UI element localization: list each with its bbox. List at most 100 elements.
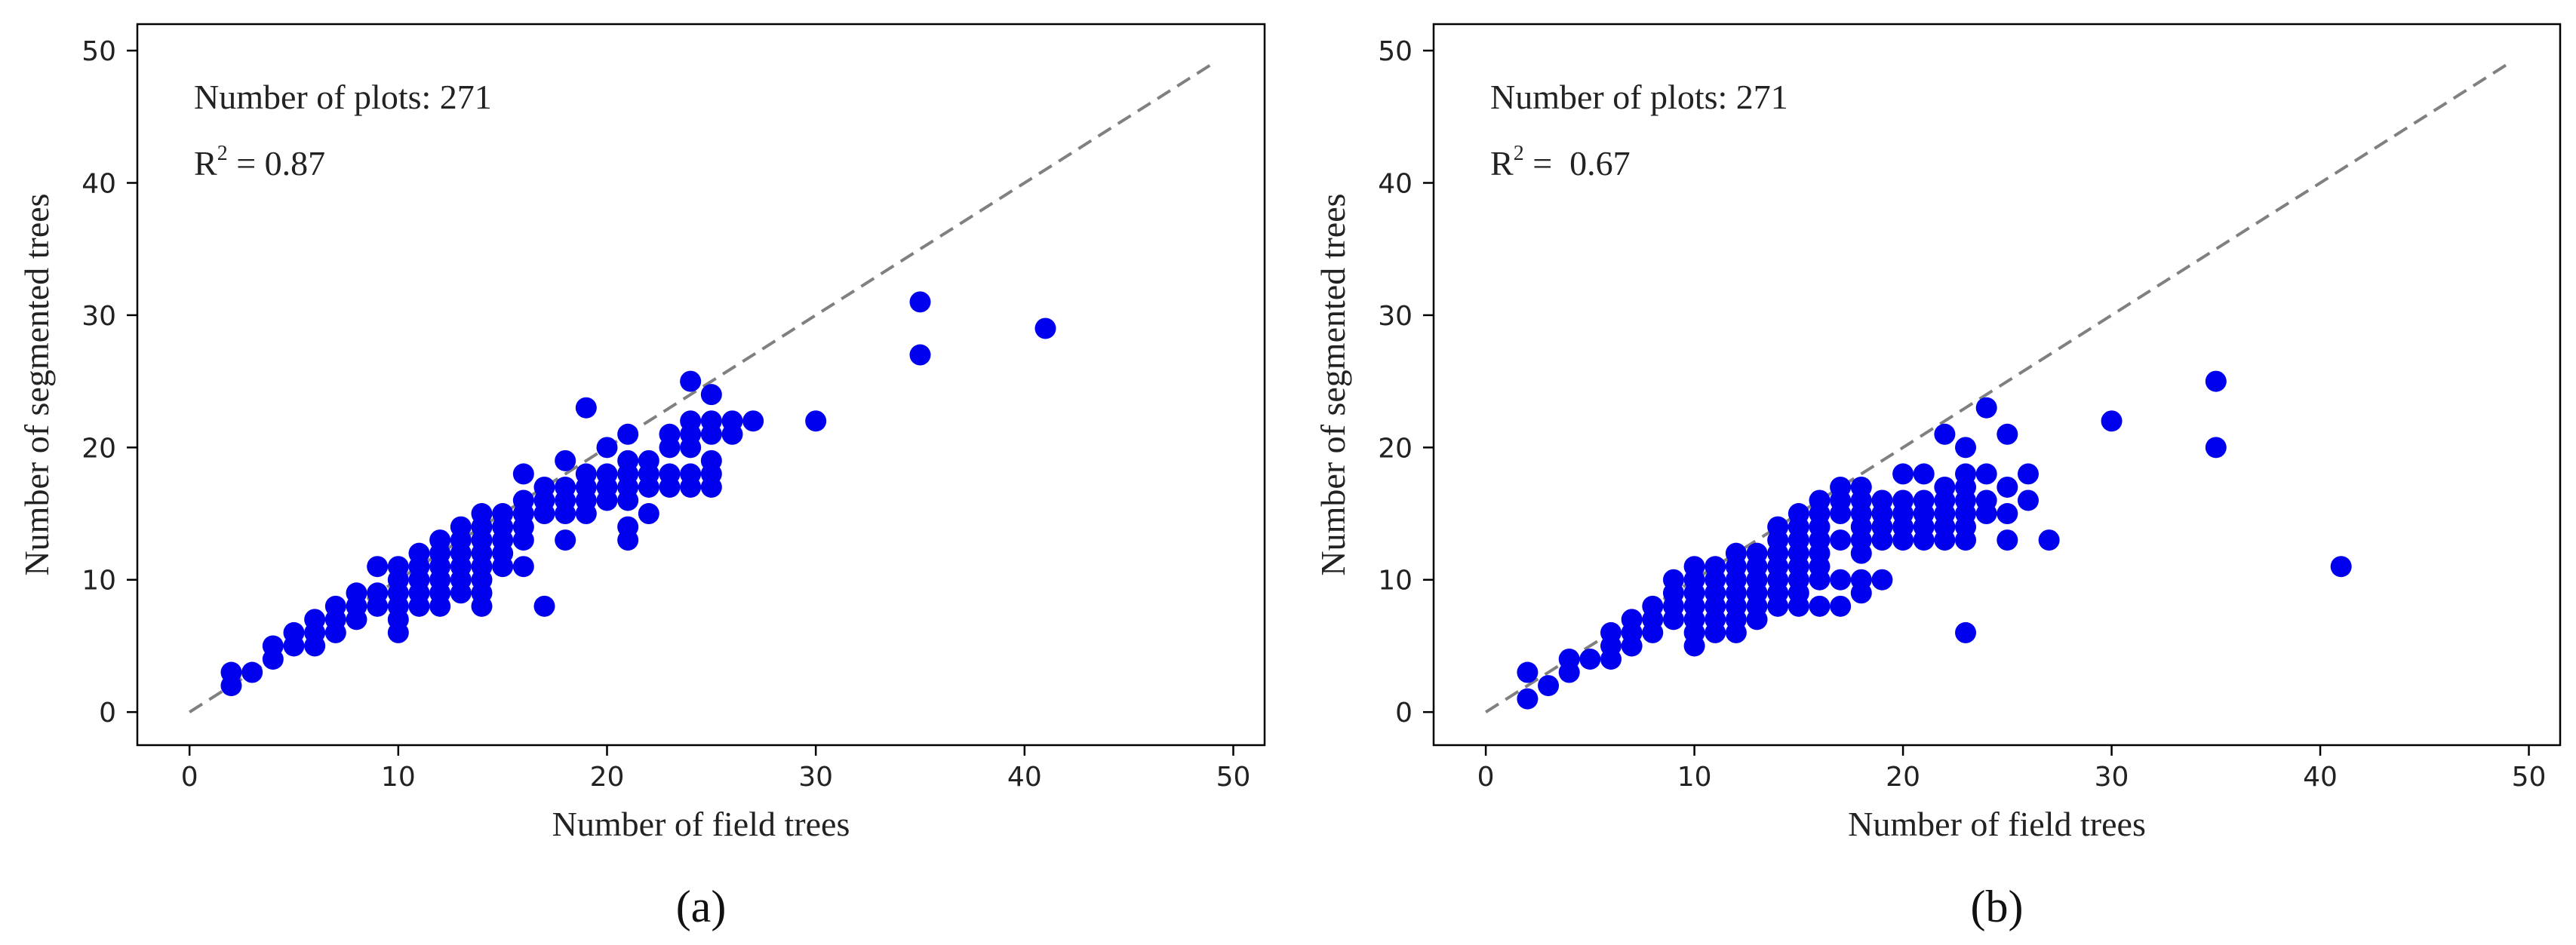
data-point: [346, 582, 367, 604]
data-point: [1997, 423, 2018, 445]
data-point: [1892, 463, 1914, 485]
data-point: [1600, 621, 1622, 643]
r-squared-annotation: R2 = 0.87: [194, 142, 325, 183]
data-point: [512, 556, 534, 578]
data-point: [1892, 489, 1914, 511]
x-tick-label: 30: [2095, 762, 2129, 793]
data-point: [617, 423, 639, 445]
data-point: [262, 635, 284, 657]
data-point: [533, 595, 555, 617]
x-tick-label: 10: [381, 762, 416, 793]
data-point: [2101, 410, 2123, 432]
panel-label: (a): [676, 882, 727, 931]
r-squared-value: = 0.67: [1524, 144, 1631, 183]
data-point: [909, 344, 931, 366]
data-point: [700, 449, 722, 471]
data-point: [2038, 529, 2060, 551]
data-point: [1767, 516, 1789, 538]
r-squared-superscript: 2: [217, 142, 228, 165]
data-point: [1788, 503, 1809, 525]
data-point: [680, 370, 702, 392]
data-point: [1517, 661, 1539, 683]
data-point: [220, 675, 242, 697]
data-point: [1705, 556, 1726, 578]
y-tick-label: 20: [1378, 433, 1412, 464]
y-axis-label: Number of segmented trees: [1314, 193, 1352, 575]
data-point: [1934, 476, 1956, 498]
data-point: [596, 463, 618, 485]
data-point: [1830, 569, 1852, 591]
data-point: [909, 291, 931, 313]
scatter-panel-b: 0 10 20 30 40 50 0 10 20 30 40 50 Number of field tr…: [1314, 23, 2562, 931]
y-tick-label: 40: [81, 168, 116, 199]
data-point: [617, 516, 639, 538]
y-tick-label: 0: [99, 698, 116, 729]
data-point: [2330, 556, 2352, 578]
data-point: [241, 661, 263, 683]
data-point: [450, 516, 472, 538]
data-point: [700, 410, 722, 432]
x-tick-label: 50: [1216, 762, 1251, 793]
data-point: [742, 410, 764, 432]
r-squared-superscript: 2: [1514, 142, 1524, 165]
data-point: [304, 609, 326, 631]
panel-label: (b): [1971, 882, 2024, 931]
data-point: [367, 556, 389, 578]
data-point: [1997, 529, 2018, 551]
data-point: [492, 503, 514, 525]
data-point: [1662, 569, 1684, 591]
data-point: [1934, 423, 1956, 445]
data-point: [1955, 463, 1977, 485]
data-point: [1830, 476, 1852, 498]
y-tick-label: 40: [1378, 168, 1412, 199]
data-point: [721, 410, 743, 432]
data-point: [2205, 370, 2227, 392]
data-point: [1579, 648, 1601, 670]
data-point: [1830, 529, 1852, 551]
y-tick-label: 50: [1378, 36, 1412, 67]
x-tick-label: 20: [1886, 762, 1920, 793]
data-point: [1621, 609, 1643, 631]
scatter-panel-a: 0 10 20 30 40 50 0 10 20 30 40 50 Number of field tr…: [17, 23, 1266, 931]
y-tick-label: 30: [81, 301, 116, 332]
data-point: [555, 476, 576, 498]
data-point: [2017, 463, 2039, 485]
data-point: [680, 463, 702, 485]
data-point: [512, 489, 534, 511]
data-point: [1034, 318, 1056, 339]
data-point: [1517, 688, 1539, 710]
r-squared-prefix: R: [194, 144, 217, 183]
r-squared-annotation: R2 = 0.67: [1490, 142, 1631, 183]
data-point: [1683, 556, 1705, 578]
data-point: [555, 449, 576, 471]
data-point: [1913, 489, 1935, 511]
data-point: [1913, 463, 1935, 485]
plot-count-annotation: Number of plots: 271: [1490, 78, 1788, 116]
data-point: [533, 476, 555, 498]
data-point: [283, 621, 305, 643]
data-point: [638, 449, 659, 471]
data-point: [1809, 595, 1831, 617]
data-point: [471, 503, 493, 525]
data-point: [1642, 595, 1664, 617]
y-tick-label: 30: [1378, 301, 1412, 332]
data-point: [555, 529, 576, 551]
data-point: [680, 410, 702, 432]
data-point: [1538, 675, 1560, 697]
y-tick-label: 10: [1378, 566, 1412, 597]
x-axis-label: Number of field trees: [1848, 805, 2146, 843]
data-point: [638, 503, 659, 525]
x-tick-label: 30: [798, 762, 833, 793]
data-point: [367, 582, 389, 604]
plot-frame: [1432, 23, 2562, 747]
data-point: [1850, 569, 1872, 591]
data-point: [617, 449, 639, 471]
data-point: [1955, 621, 1977, 643]
data-point: [1725, 542, 1747, 564]
r-squared-value: = 0.87: [228, 144, 325, 183]
data-point: [1975, 463, 1997, 485]
data-point: [2017, 489, 2039, 511]
data-point: [512, 463, 534, 485]
x-tick-label: 20: [590, 762, 625, 793]
